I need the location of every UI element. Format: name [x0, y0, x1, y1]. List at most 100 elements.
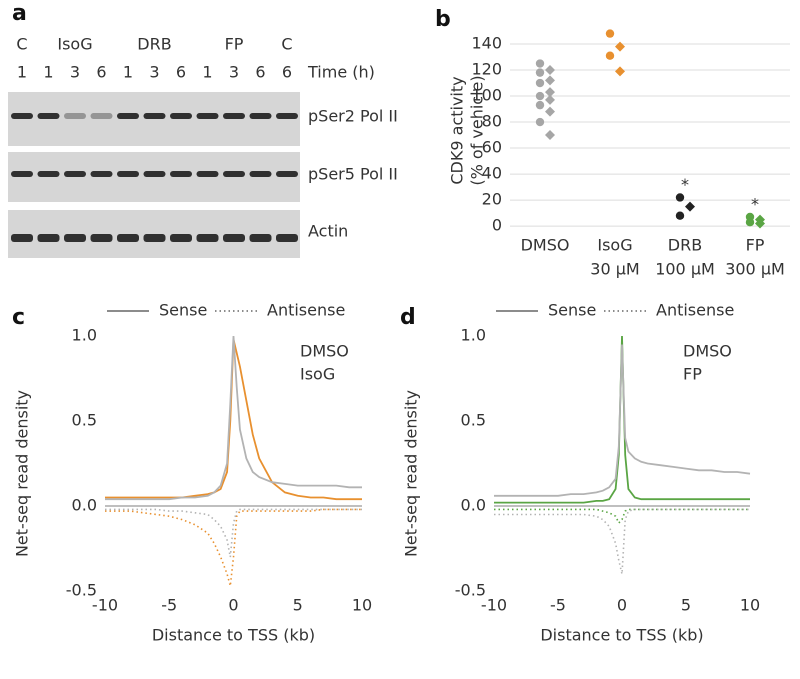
- x-tick-label: -5: [550, 596, 566, 615]
- band: [117, 234, 139, 242]
- y-tick-label: 40: [482, 164, 502, 183]
- x-tick-label: -5: [161, 596, 177, 615]
- x-tick-label: DMSO: [521, 236, 570, 255]
- y-tick-label: 0.5: [461, 411, 486, 430]
- x-tick-sublabel: 100 μM: [655, 260, 715, 279]
- series-line: [494, 508, 750, 575]
- point: [535, 100, 545, 110]
- x-tick-label: 10: [352, 596, 372, 615]
- row-label: pSer5 Pol II: [308, 165, 398, 184]
- y-tick-label: 60: [482, 138, 502, 157]
- point: [615, 66, 625, 77]
- point: [675, 193, 685, 202]
- band: [90, 234, 113, 242]
- x-axis-label: Distance to TSS (kb): [152, 626, 315, 645]
- band: [196, 171, 219, 177]
- band: [90, 113, 113, 119]
- y-tick-label: 0: [492, 216, 502, 235]
- point: [545, 130, 555, 141]
- time-label: Time (h): [307, 63, 375, 82]
- legend-label: Antisense: [267, 301, 345, 320]
- y-tick-label: 0.5: [72, 411, 97, 430]
- band: [223, 234, 245, 242]
- lane-group: DRB: [137, 35, 171, 54]
- point: [535, 91, 545, 101]
- y-tick-label: 80: [482, 112, 502, 131]
- lane-time: 1: [123, 63, 133, 82]
- lane-group: IsoG: [57, 35, 92, 54]
- point: [545, 94, 555, 105]
- band: [143, 113, 166, 119]
- lane-time: 3: [229, 63, 239, 82]
- annotation: *: [751, 194, 759, 213]
- y-tick-label: 20: [482, 190, 502, 209]
- point: [605, 29, 615, 38]
- band: [90, 171, 113, 177]
- panel-label: c: [12, 305, 25, 330]
- y-tick-label: -0.5: [66, 581, 97, 600]
- band: [37, 113, 60, 119]
- band: [170, 171, 192, 177]
- lane-time: 6: [96, 63, 106, 82]
- lane-time: 6: [255, 63, 265, 82]
- point: [545, 87, 555, 98]
- y-axis-label: CDK9 activity: [448, 76, 467, 184]
- x-tick-label: 10: [740, 596, 760, 615]
- x-tick-label: FP: [746, 236, 765, 255]
- legend-label: Sense: [159, 301, 207, 320]
- panel-label: b: [435, 7, 451, 32]
- lane-time: 6: [282, 63, 292, 82]
- lane-time: 1: [43, 63, 53, 82]
- point: [685, 201, 695, 212]
- series-line: [494, 335, 750, 504]
- series-line: [105, 508, 362, 587]
- band: [117, 113, 139, 119]
- band: [223, 113, 245, 119]
- point: [535, 117, 545, 127]
- point: [545, 106, 555, 117]
- lane-time: 1: [202, 63, 212, 82]
- lane-time: 3: [149, 63, 159, 82]
- x-tick-label: DRB: [668, 236, 702, 255]
- row-label: Actin: [308, 222, 348, 241]
- y-axis-label: Net-seq read density: [13, 390, 32, 557]
- point: [535, 59, 545, 68]
- y-tick-label: 0.0: [72, 496, 97, 515]
- band: [37, 234, 60, 242]
- lane-time: 6: [176, 63, 186, 82]
- annotation: *: [681, 175, 689, 194]
- x-tick-label: -10: [92, 596, 118, 615]
- band: [223, 171, 245, 177]
- series-label: DMSO: [683, 342, 732, 361]
- lane-time: 3: [70, 63, 80, 82]
- point: [615, 41, 625, 52]
- band: [196, 113, 219, 119]
- band: [11, 171, 33, 177]
- x-axis-label: Distance to TSS (kb): [540, 626, 703, 645]
- point: [535, 68, 545, 77]
- point: [675, 211, 685, 220]
- y-tick-label: 140: [471, 34, 502, 53]
- band: [11, 234, 33, 242]
- row-label: pSer2 Pol II: [308, 107, 398, 126]
- point: [535, 78, 545, 88]
- panel-label: a: [12, 1, 27, 26]
- band: [276, 113, 298, 119]
- band: [143, 234, 166, 242]
- x-tick-label: -10: [481, 596, 507, 615]
- lane-group: FP: [225, 35, 244, 54]
- y-axis-label: (% of vehicle): [468, 75, 487, 185]
- band: [143, 171, 166, 177]
- series-line: [105, 335, 362, 501]
- point: [745, 217, 755, 227]
- band: [64, 113, 86, 119]
- y-axis-label: Net-seq read density: [402, 390, 421, 557]
- lane-group: C: [281, 35, 292, 54]
- y-tick-label: 120: [471, 60, 502, 79]
- x-tick-label: 5: [681, 596, 691, 615]
- y-tick-label: -0.5: [455, 581, 486, 600]
- point: [545, 75, 555, 86]
- x-tick-sublabel: 300 μM: [725, 260, 785, 279]
- band: [249, 171, 272, 177]
